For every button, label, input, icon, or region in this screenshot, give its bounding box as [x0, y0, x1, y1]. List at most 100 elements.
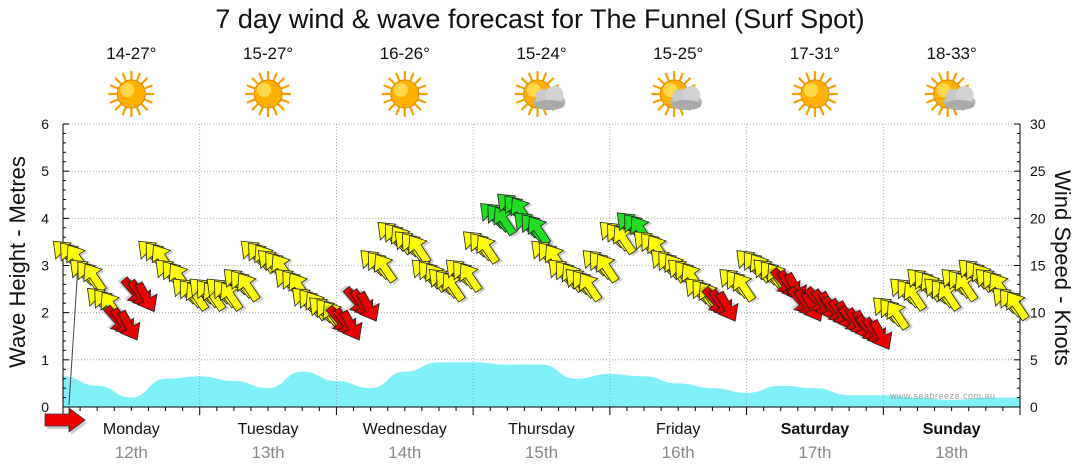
sun-ray	[409, 105, 415, 116]
sun-ray	[272, 72, 278, 83]
wave-height-area	[63, 362, 1020, 407]
sun-ray	[805, 72, 811, 83]
cloud-part	[944, 100, 975, 110]
sun-ray	[279, 98, 290, 104]
sun-ray	[826, 98, 837, 104]
cloud-part	[682, 86, 701, 104]
sun-ray	[798, 77, 807, 86]
y-tick-label: 3	[41, 258, 49, 274]
wind-arrow	[866, 317, 893, 350]
sun-ray	[114, 102, 123, 111]
sun-ray	[272, 105, 278, 116]
day-label: Monday	[102, 421, 160, 438]
y-tick-label: 4	[41, 210, 49, 226]
date-label: 13th	[251, 443, 285, 462]
wind-arrow-body	[237, 272, 261, 303]
wind-arrow	[1006, 291, 1033, 323]
y2-tick-label: 10	[1030, 305, 1046, 321]
now-marker-body	[44, 407, 86, 433]
y2-tick-label: 0	[1030, 399, 1038, 415]
sun-ray	[798, 102, 807, 111]
sun-ray	[930, 77, 939, 86]
sun-highlight	[257, 83, 272, 97]
date-label: 15th	[524, 443, 559, 462]
sun-ray	[793, 98, 804, 104]
wind-arrow-body	[339, 309, 363, 341]
y-axis-label-left: Wave Height - Metres	[5, 156, 30, 368]
y-tick-label: 1	[41, 352, 49, 368]
sun-ray	[143, 98, 153, 104]
sun-ray	[413, 102, 422, 111]
sun-ray	[416, 98, 427, 104]
y2-tick-label: 15	[1030, 258, 1046, 274]
wind-arrows-layer	[52, 193, 1033, 350]
sun-ray	[276, 102, 285, 111]
sun-ray	[383, 98, 393, 104]
now-marker-arrow	[44, 407, 87, 435]
sun-ray	[527, 105, 534, 116]
y-tick-label: 5	[41, 163, 49, 179]
sun-ray	[388, 102, 396, 111]
sun-ray	[395, 72, 401, 83]
y-axis-label-right: Wind Speed - Knots	[1050, 170, 1075, 366]
wind-arrow	[732, 272, 760, 304]
date-label: 18th	[935, 443, 969, 462]
sun-ray	[527, 72, 534, 83]
temperature-range: 14-27°	[106, 44, 157, 63]
sun-cloud-icon	[514, 70, 566, 118]
y-tick-label: 6	[41, 116, 49, 132]
sun-ray	[251, 102, 260, 111]
sun-ray	[819, 105, 825, 116]
sun-ray	[930, 102, 939, 111]
sun-ray	[657, 77, 666, 86]
weather-icons-layer	[108, 70, 976, 118]
wind-arrow-body	[886, 301, 911, 331]
y2-tick-label: 5	[1030, 352, 1038, 368]
cloud-shape	[670, 86, 703, 110]
wind-arrow	[131, 280, 158, 313]
wind-arrow	[798, 289, 824, 322]
day-label: Sunday	[922, 421, 981, 438]
y2-tick-label: 25	[1030, 163, 1046, 179]
sun-ray	[823, 102, 832, 111]
watermark: www.seabreeze.com.au	[890, 391, 996, 401]
sun-ray	[114, 77, 123, 86]
sun-ray	[276, 77, 285, 86]
sun-ray	[143, 84, 153, 90]
temperature-range: 15-27°	[242, 44, 294, 63]
wind-arrow	[712, 289, 739, 322]
date-label: 14th	[388, 443, 422, 462]
sun-ray	[140, 77, 149, 86]
sun-ray	[279, 84, 290, 90]
wind-arrow	[373, 253, 401, 285]
wind-arrow-body	[578, 272, 603, 303]
sun-ray	[683, 77, 691, 86]
sun-ray	[926, 98, 936, 104]
sun-icon	[108, 70, 155, 118]
sun-icon	[244, 70, 292, 118]
sun-ray	[926, 84, 936, 90]
cloud-part	[955, 86, 974, 104]
y2-tick-label: 20	[1030, 210, 1046, 226]
now-marker-layer	[44, 264, 87, 435]
sun-cloud-icon	[924, 70, 976, 118]
sun-ray	[135, 72, 141, 83]
cloud-shape	[943, 86, 976, 110]
wind-arrow-body	[732, 272, 757, 303]
chart-title: 7 day wind & wave forecast for The Funne…	[215, 4, 865, 34]
day-label: Saturday	[780, 421, 850, 438]
sun-ray	[251, 77, 260, 86]
date-label: 12th	[114, 443, 148, 462]
y-tick-label: 2	[41, 305, 49, 321]
date-label: 16th	[661, 443, 695, 462]
sun-ray	[388, 77, 396, 86]
wind-arrow	[476, 235, 503, 266]
sun-highlight	[803, 83, 818, 97]
day-label: Friday	[655, 421, 701, 438]
wind-arrow-body	[596, 253, 620, 284]
sun-ray	[258, 105, 264, 116]
sun-ray	[516, 84, 526, 90]
sun-ray	[793, 84, 804, 90]
sun-ray	[520, 77, 529, 86]
sun-ray	[664, 72, 670, 83]
